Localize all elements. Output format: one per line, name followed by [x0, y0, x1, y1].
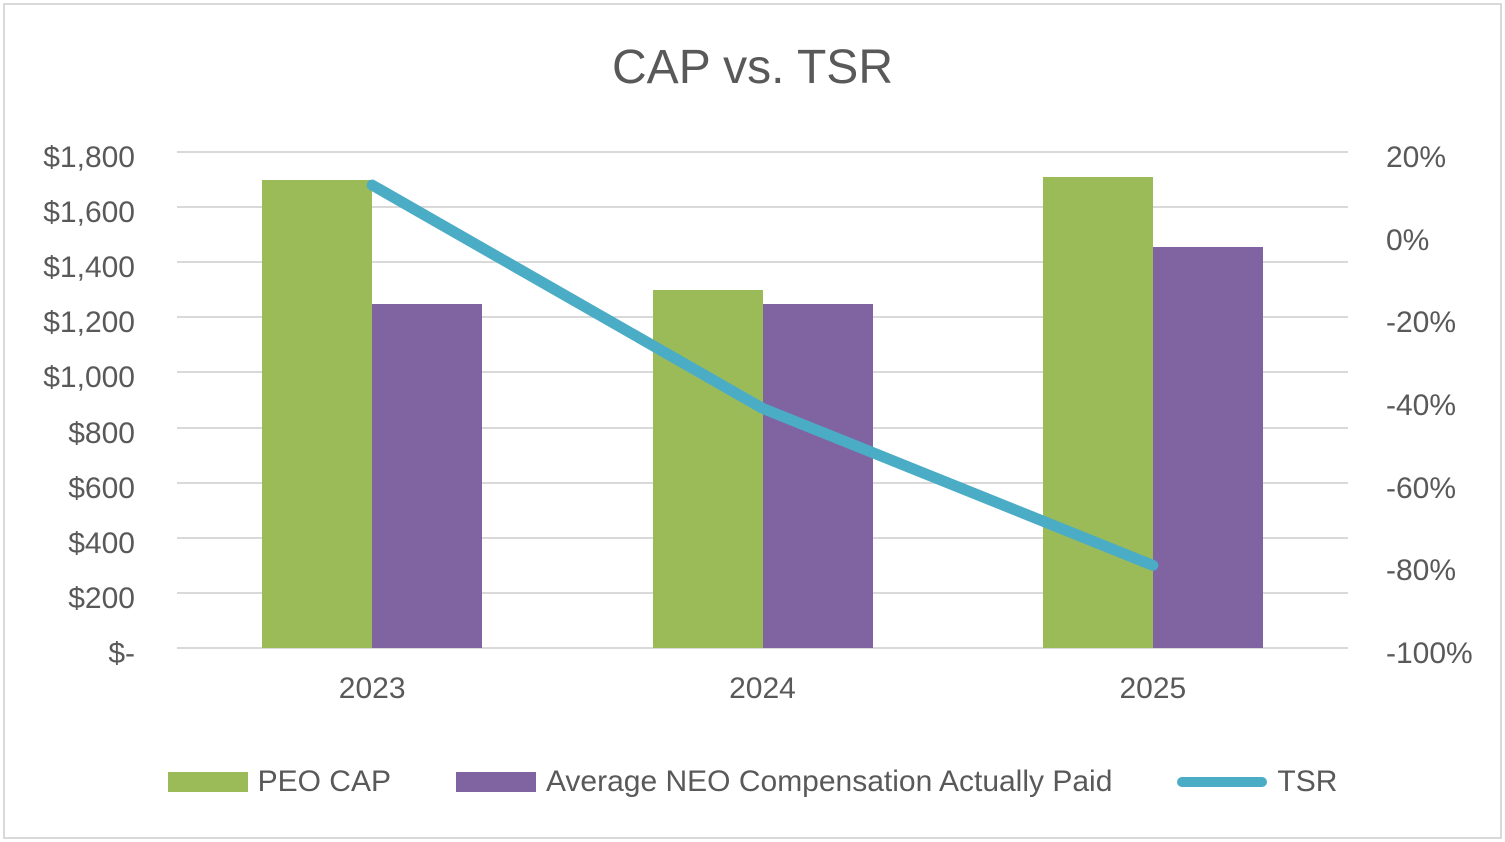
gridline — [177, 206, 1348, 209]
legend-label-peo-cap: PEO CAP — [257, 765, 391, 798]
legend-label-neo-cap: Average NEO Compensation Actually Paid — [545, 765, 1113, 798]
legend-label-tsr: TSR — [1277, 765, 1338, 798]
legend-item-tsr[interactable]: TSR — [1177, 764, 1337, 800]
bar-peo-cap-2025[interactable] — [1042, 176, 1153, 648]
legend: PEO CAP Average NEO Compensation Actuall… — [0, 764, 1505, 800]
peo-cap-swatch — [167, 772, 248, 792]
right-axis-tick: 20% — [1386, 141, 1447, 174]
left-axis-tick: $1,600 — [43, 196, 135, 230]
left-axis-tick: $800 — [68, 416, 135, 450]
left-axis-tick: $1,800 — [43, 141, 135, 174]
bar-peo-cap-2024[interactable] — [652, 289, 763, 648]
left-axis-tick: $400 — [68, 526, 135, 560]
bar-average-neo-compensation-actually-paid-2025[interactable] — [1152, 247, 1263, 648]
chart-title: CAP vs. TSR — [612, 41, 893, 94]
left-axis-tick: $200 — [68, 581, 135, 615]
right-axis-tick: -20% — [1386, 306, 1457, 340]
tsr-line[interactable] — [366, 179, 1159, 571]
bar-peo-cap-2023[interactable] — [262, 179, 373, 648]
neo-cap-swatch — [455, 772, 536, 792]
x-axis-tick-2025: 2025 — [1119, 672, 1187, 705]
right-axis-tick: -40% — [1386, 389, 1457, 422]
right-axis-tick: -60% — [1386, 471, 1457, 505]
left-axis-tick: $600 — [68, 471, 135, 505]
plot-area — [177, 151, 1348, 649]
legend-item-neo-cap[interactable]: Average NEO Compensation Actually Paid — [455, 764, 1113, 800]
left-axis-tick: $1,000 — [43, 361, 135, 395]
gridline — [177, 647, 1348, 649]
bar-average-neo-compensation-actually-paid-2023[interactable] — [372, 303, 483, 648]
x-axis-tick-2023: 2023 — [338, 672, 406, 705]
left-axis-tick: $1,200 — [43, 306, 135, 340]
x-axis-tick-2024: 2024 — [729, 672, 796, 705]
gridline — [177, 261, 1348, 264]
bar-average-neo-compensation-actually-paid-2024[interactable] — [762, 303, 873, 648]
left-axis-tick: $- — [108, 637, 135, 670]
right-axis-tick: -100% — [1386, 637, 1473, 670]
gridline — [177, 151, 1348, 153]
left-axis-tick: $1,400 — [43, 251, 135, 285]
right-axis-tick: -80% — [1386, 554, 1457, 588]
tsr-swatch — [1177, 777, 1268, 787]
legend-item-peo-cap[interactable]: PEO CAP — [167, 764, 391, 800]
right-axis-tick: 0% — [1386, 223, 1430, 257]
